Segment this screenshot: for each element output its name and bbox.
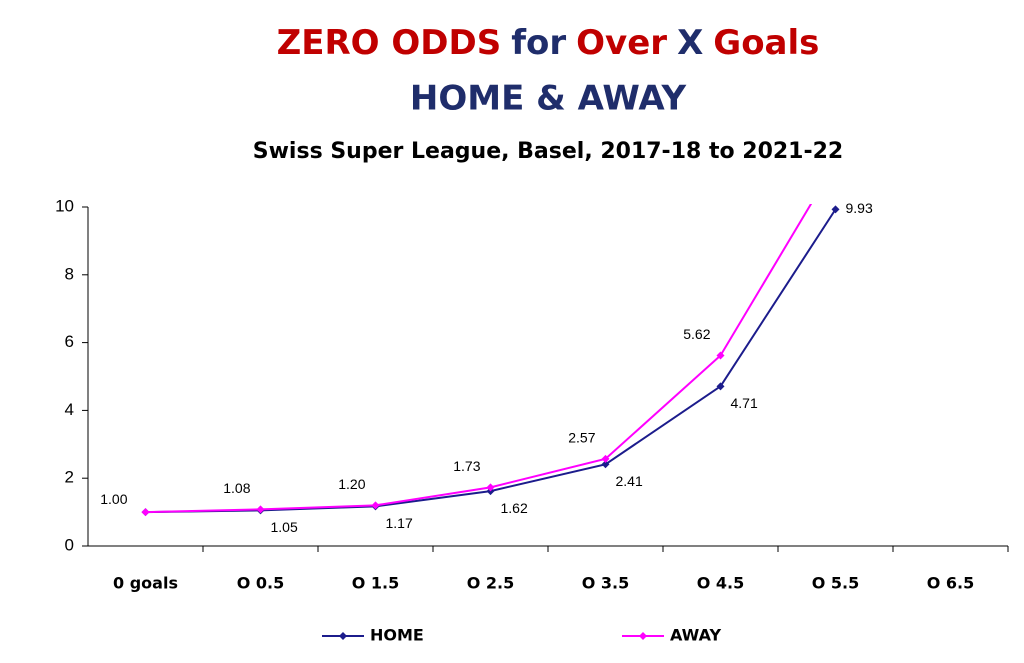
marker [601, 454, 610, 463]
title-part: X [677, 23, 703, 63]
y-tick-label: 2 [65, 468, 74, 487]
y-tick-label: 4 [65, 400, 74, 419]
line [145, 208, 837, 514]
title-part: Goals [713, 23, 819, 63]
y-tick-label: 8 [65, 264, 74, 283]
plot-area [141, 204, 840, 517]
data-label: 1.73 [453, 458, 480, 474]
data-label: 1.17 [386, 515, 413, 531]
data-label: 1.00 [100, 491, 127, 507]
x-tick-label: O 0.5 [237, 574, 285, 593]
x-tick-label: 0 goals [113, 574, 178, 593]
chart-title-2: HOME & AWAY [410, 79, 687, 119]
marker [716, 382, 725, 391]
marker [601, 460, 610, 469]
title-part: for [511, 23, 566, 63]
data-label: 2.41 [616, 473, 643, 489]
marker [831, 205, 840, 214]
x-tick-label: O 3.5 [582, 574, 630, 593]
legend-marker [639, 632, 647, 640]
x-tick-label: O 1.5 [352, 574, 400, 593]
y-tick-label: 6 [65, 332, 74, 351]
title-part: ZERO ODDS [277, 23, 502, 63]
marker [371, 501, 380, 510]
legend-marker [339, 632, 347, 640]
marker [716, 351, 725, 360]
data-label: 4.71 [731, 395, 758, 411]
data-label: 9.93 [846, 200, 873, 216]
data-label: 5.62 [683, 326, 710, 342]
marker [256, 505, 265, 514]
data-label: 1.62 [501, 500, 528, 516]
y-tick-label: 0 [65, 535, 74, 554]
data-label: 2.57 [568, 430, 595, 446]
title-part: Over [576, 23, 667, 63]
legend-label: AWAY [670, 626, 721, 645]
data-label: 1.20 [338, 476, 365, 492]
x-tick-label: O 5.5 [812, 574, 860, 593]
data-label: 1.08 [223, 480, 250, 496]
x-tick-label: O 4.5 [697, 574, 745, 593]
data-label: 1.05 [271, 519, 298, 535]
x-tick-label: O 6.5 [927, 574, 975, 593]
chart-title: ZERO ODDS for Over X Goals [277, 23, 820, 63]
marker [141, 508, 150, 517]
legend-label: HOME [370, 626, 424, 645]
line [145, 204, 813, 514]
y-tick-label: 10 [55, 196, 74, 215]
marker [486, 483, 495, 492]
x-tick-label: O 2.5 [467, 574, 515, 593]
chart-subtitle: Swiss Super League, Basel, 2017-18 to 20… [253, 139, 843, 164]
